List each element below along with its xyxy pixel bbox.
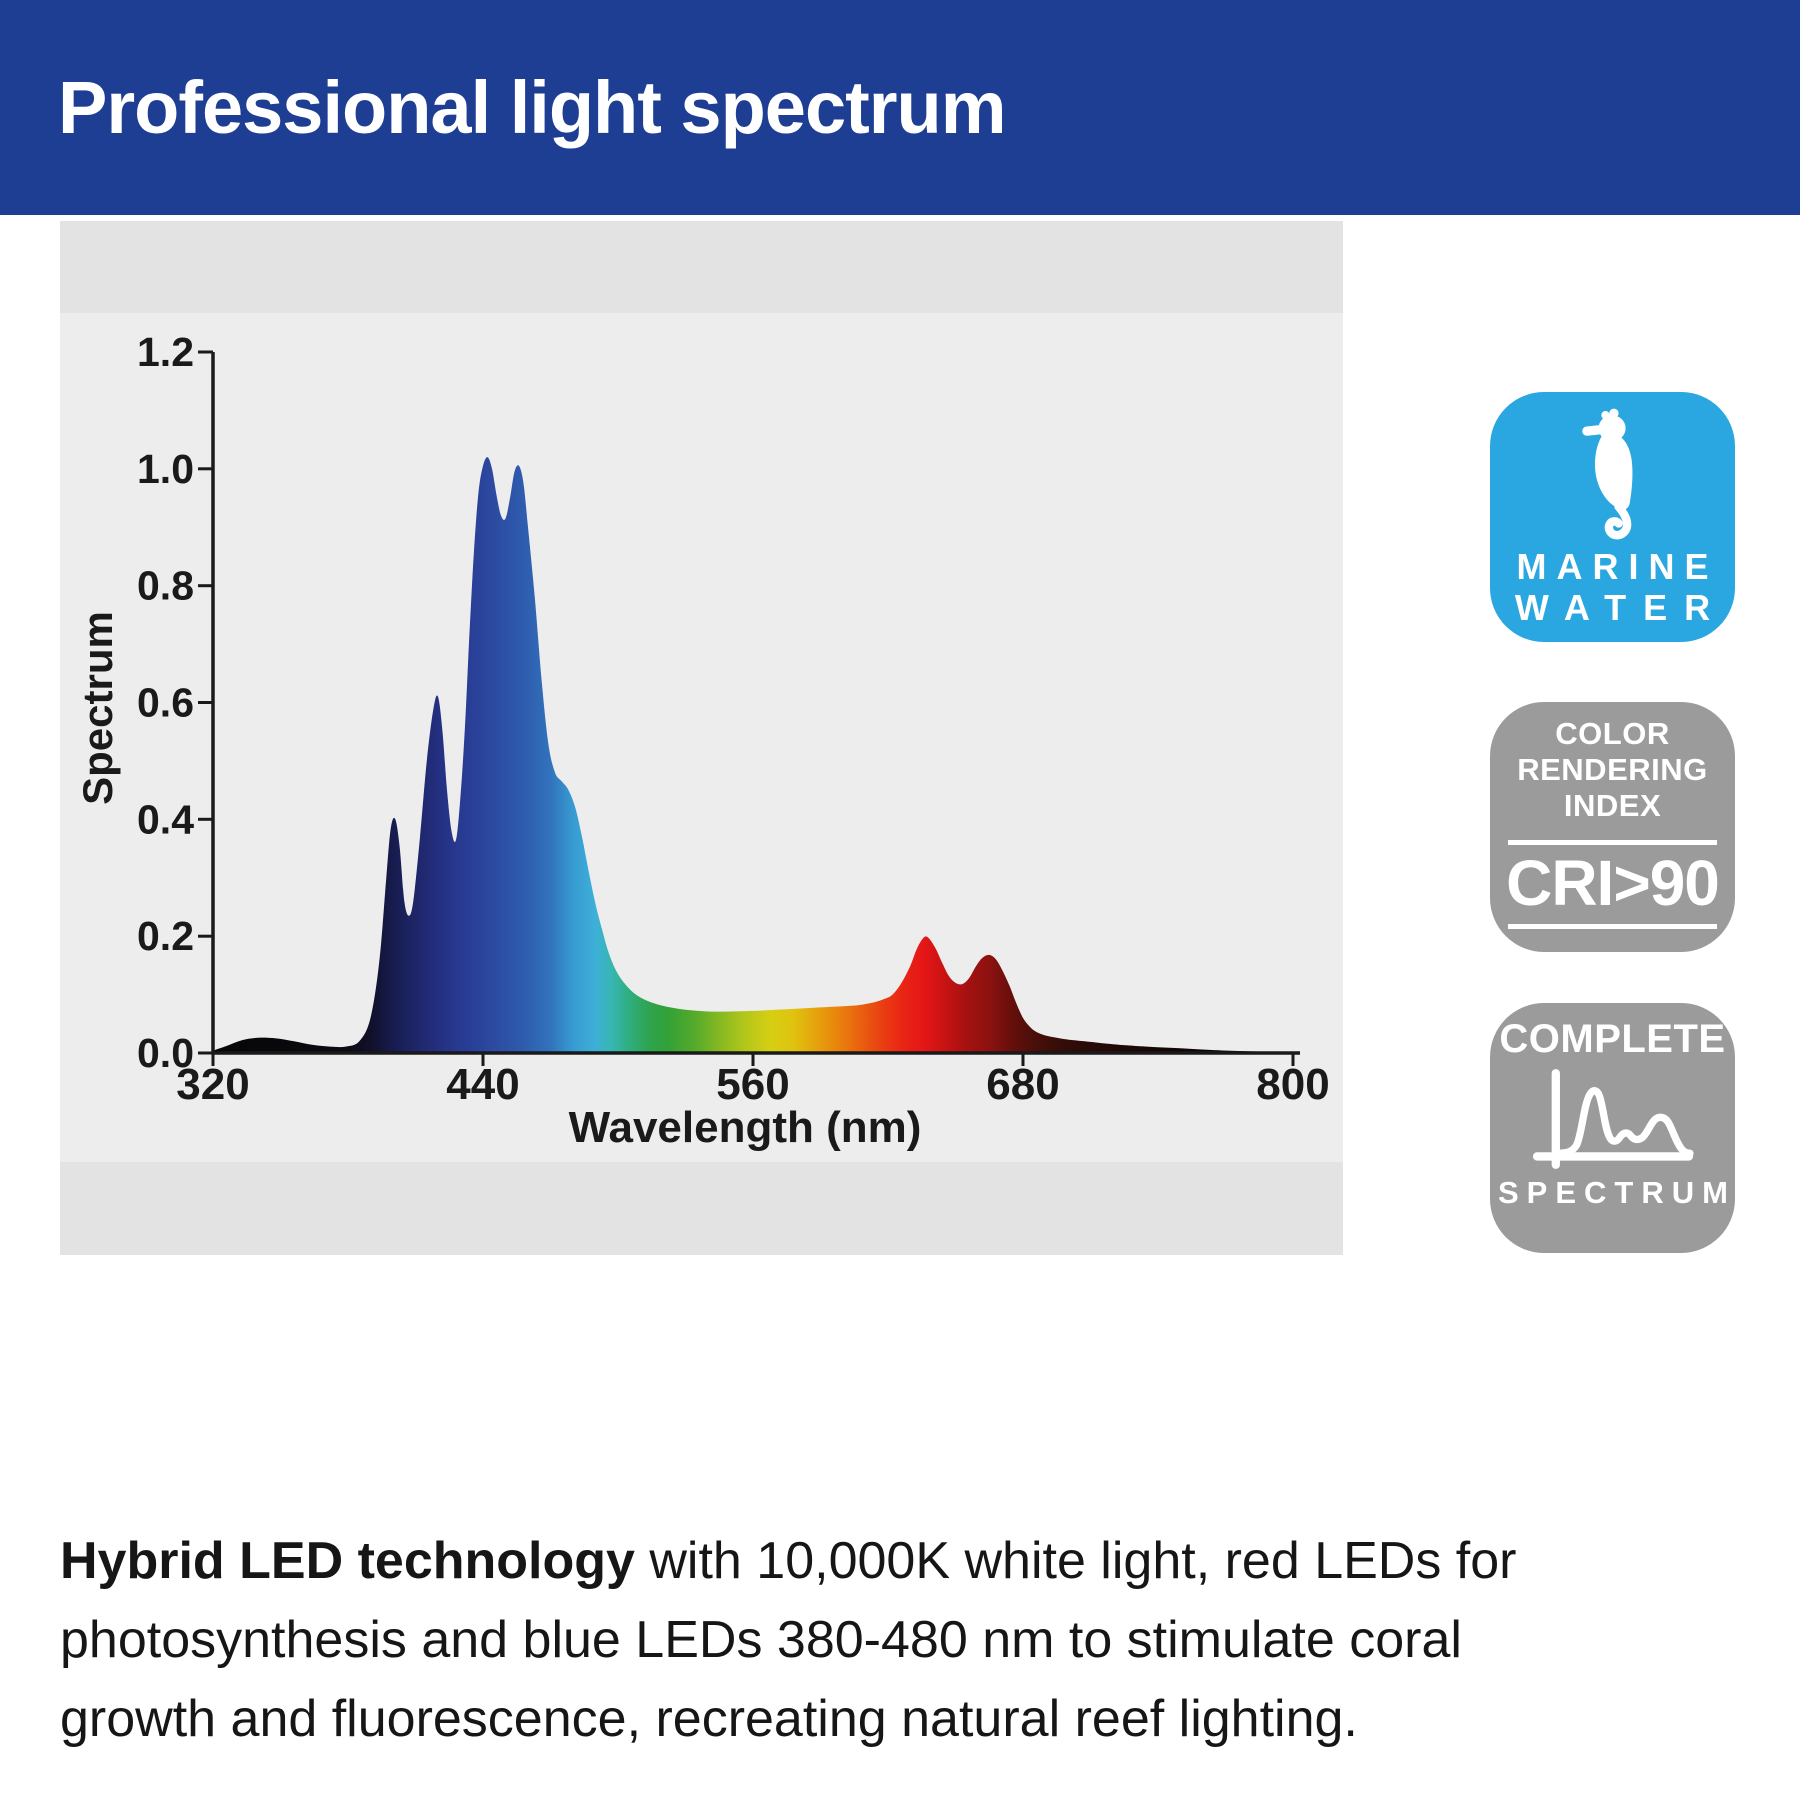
- cri-divider-top: [1508, 840, 1717, 845]
- spectrum-label: SPECTRUM: [1498, 1175, 1736, 1210]
- header: Professional light spectrum: [0, 0, 1800, 215]
- y-tick-label: 0.8: [137, 563, 194, 609]
- complete-label: COMPLETE: [1499, 1017, 1726, 1061]
- badge-marine-line1: MARINE: [1516, 546, 1719, 587]
- axes: 0.0 0.2 0.4 0.6 0.8 1.0 1.2 320 440 560 680 800 Spec…: [74, 329, 1330, 1152]
- y-tick-label: 0.0: [137, 1030, 194, 1076]
- spectrum-area: [213, 457, 1293, 1053]
- x-tick-label: 560: [716, 1060, 789, 1109]
- badge-marine-line2: WATER: [1514, 587, 1728, 628]
- cri-line2: RENDERING: [1517, 752, 1708, 787]
- y-tick-label: 1.0: [137, 446, 194, 492]
- paragraph-line-1-rest: with 10,000K white light, red LEDs for: [634, 1532, 1517, 1590]
- paragraph-bold-lead: Hybrid LED technology: [60, 1532, 635, 1590]
- y-tick-label: 1.2: [137, 329, 194, 375]
- x-tick-label: 680: [986, 1060, 1059, 1109]
- badge-marine-water: MARINE WATER: [1490, 392, 1735, 642]
- cri-line1: COLOR: [1555, 716, 1670, 751]
- cri-divider-bottom: [1508, 924, 1717, 929]
- spectrum-chart: 0.0 0.2 0.4 0.6 0.8 1.0 1.2 320 440 560 680 800 Spec…: [74, 329, 1330, 1152]
- y-axis-title: Spectrum: [74, 611, 121, 805]
- y-tick-label: 0.4: [137, 796, 194, 842]
- paragraph: Hybrid LED technology with 10,000K white…: [60, 1522, 1516, 1759]
- page-title: Professional light spectrum: [58, 66, 1007, 149]
- x-tick-label: 320: [176, 1060, 249, 1109]
- paragraph-line-3: growth and fluorescence, recreating natu…: [60, 1690, 1358, 1748]
- badge-complete-spectrum: COMPLETE SPECTRUM: [1490, 1003, 1735, 1253]
- x-tick-label: 800: [1256, 1060, 1329, 1109]
- paragraph-line-2: photosynthesis and blue LEDs 380-480 nm …: [60, 1611, 1462, 1669]
- axis-lines: [211, 352, 1300, 1055]
- y-tick-label: 0.2: [137, 913, 194, 959]
- paragraph-line-1: Hybrid LED technology with 10,000K white…: [60, 1522, 1516, 1601]
- y-tick-label: 0.6: [137, 680, 194, 726]
- spectrum-curve-icon: [1532, 1069, 1694, 1169]
- badge-cri: COLOR RENDERING INDEX CRI>90: [1490, 702, 1735, 952]
- x-tick-label: 440: [446, 1060, 519, 1109]
- x-axis-title: Wavelength (nm): [569, 1103, 922, 1152]
- cri-value: CRI>90: [1506, 847, 1720, 919]
- cri-line3: INDEX: [1563, 788, 1662, 823]
- chart-panel: 0.0 0.2 0.4 0.6 0.8 1.0 1.2 320 440 560 680 800 Spec…: [60, 221, 1343, 1255]
- seahorse-icon: [1581, 408, 1632, 540]
